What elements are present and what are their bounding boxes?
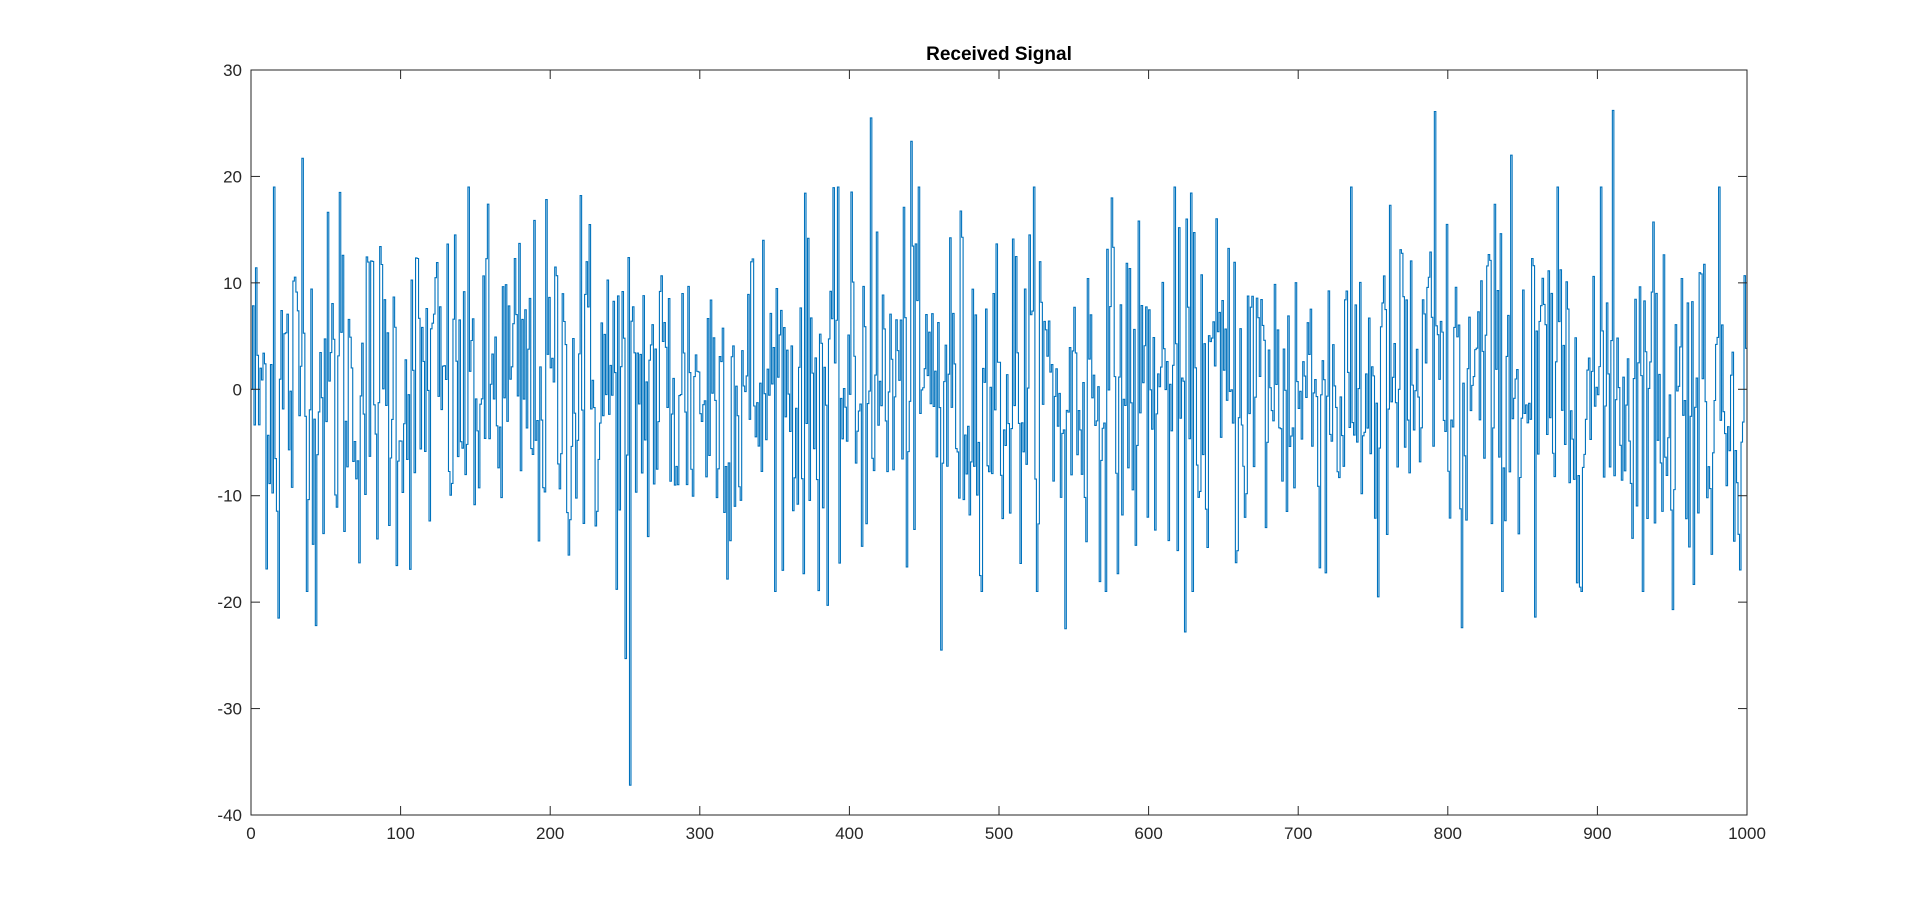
x-axis-ticks: 0 100 200 300 400 500 600 700 800 900 1000 — [246, 70, 1766, 843]
x-tick-label: 800 — [1434, 824, 1462, 843]
chart-title: Received Signal — [926, 44, 1072, 65]
y-tick-label: 30 — [223, 61, 242, 80]
x-tick-label: 900 — [1583, 824, 1611, 843]
x-tick-label: 500 — [985, 824, 1013, 843]
y-tick-label: 20 — [223, 167, 242, 186]
x-tick-label: 200 — [536, 824, 564, 843]
x-tick-label: 400 — [835, 824, 863, 843]
y-tick-label: 10 — [223, 274, 242, 293]
x-tick-label: 300 — [686, 824, 714, 843]
y-axis-ticks: -40 -30 -20 -10 0 10 20 30 — [217, 61, 1747, 825]
y-tick-label: -40 — [217, 806, 242, 825]
x-tick-label: 600 — [1134, 824, 1162, 843]
x-tick-label: 700 — [1284, 824, 1312, 843]
y-tick-label: 0 — [233, 380, 242, 399]
signal-series-line — [251, 109, 1747, 786]
x-tick-label: 1000 — [1728, 824, 1766, 843]
y-tick-label: -30 — [217, 700, 242, 719]
y-tick-label: -20 — [217, 593, 242, 612]
x-tick-label: 100 — [386, 824, 414, 843]
x-tick-label: 0 — [246, 824, 255, 843]
series-layer — [251, 109, 1747, 786]
y-tick-label: -10 — [217, 487, 242, 506]
